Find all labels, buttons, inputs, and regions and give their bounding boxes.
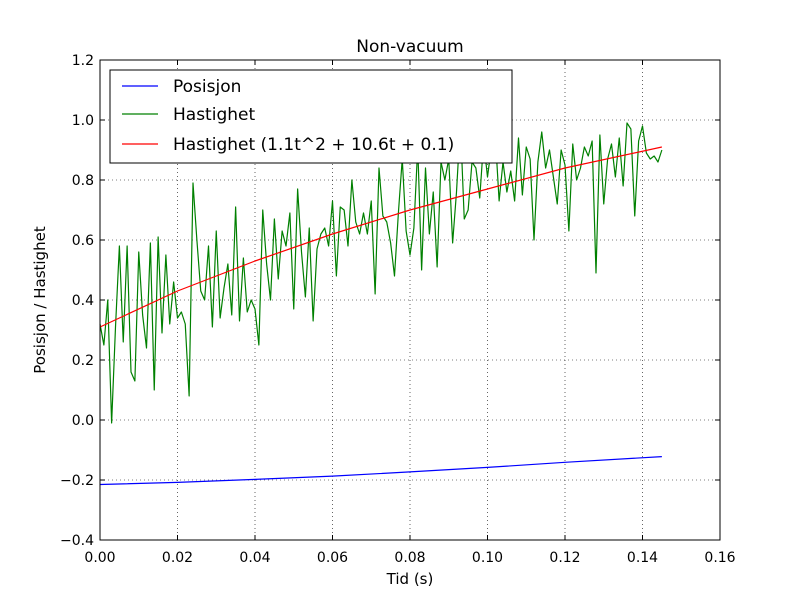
x-tick-label: 0.06 — [317, 550, 348, 566]
ticks: 0.00 0.02 0.04 0.06 0.08 0.10 0.12 0.14 0.16 −0.4… — [60, 53, 736, 566]
legend-label-hastighet: Hastighet — [173, 105, 255, 125]
chart-title: Non-vacuum — [356, 37, 464, 57]
x-tick-label: 0.10 — [472, 550, 503, 566]
series-line-posisjon — [99, 456, 662, 486]
y-tick-label: 1.0 — [72, 113, 94, 129]
y-tick-label: 0.6 — [72, 233, 94, 249]
series-layer — [99, 122, 663, 486]
legend-frame — [109, 69, 513, 164]
series-line-hastighet — [99, 122, 663, 424]
x-tick-label: 0.00 — [84, 550, 115, 566]
x-axis-label: Tid (s) — [386, 570, 434, 588]
y-tick-label: 0.8 — [72, 173, 94, 189]
y-tick-label: 0.2 — [72, 353, 94, 369]
y-tick-label: −0.4 — [60, 533, 94, 549]
legend: Posisjon Hastighet Hastighet (1.1t^2 + 1… — [109, 69, 513, 164]
legend-label-hastighet-fit: Hastighet (1.1t^2 + 10.6t + 0.1) — [173, 135, 454, 155]
legend-label-posisjon: Posisjon — [173, 77, 241, 97]
y-tick-label: 1.2 — [72, 53, 94, 69]
x-tick-label: 0.02 — [162, 550, 193, 566]
x-tick-label: 0.14 — [627, 550, 658, 566]
x-tick-label: 0.04 — [239, 550, 270, 566]
y-tick-label: 0.0 — [72, 413, 94, 429]
series-line-hastighet-1-1t-2-10-6t-0-1 — [99, 146, 662, 328]
x-tick-label: 0.12 — [549, 550, 580, 566]
x-tick-label: 0.08 — [394, 550, 425, 566]
y-tick-label: −0.2 — [60, 473, 94, 489]
x-tick-label: 0.16 — [704, 550, 735, 566]
y-axis-label: Posisjon / Hastighet — [31, 226, 49, 374]
y-tick-label: 0.4 — [72, 293, 94, 309]
